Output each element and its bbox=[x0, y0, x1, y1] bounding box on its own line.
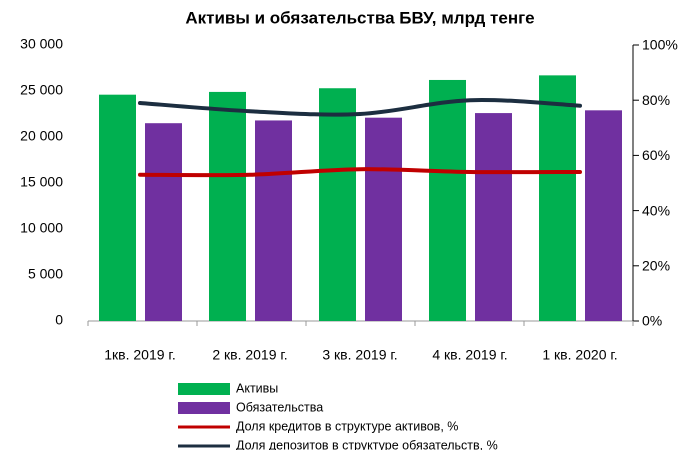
y-tick-label: 5 000 bbox=[28, 266, 63, 282]
legend-swatch bbox=[178, 383, 230, 395]
line bbox=[138, 167, 582, 178]
legend-label: Доля депозитов в структуре обязательств,… bbox=[236, 438, 498, 450]
x-tick-label: 1 кв. 2020 г. bbox=[542, 347, 617, 363]
bar bbox=[429, 79, 466, 322]
legend-label: Активы bbox=[236, 381, 278, 395]
y-tick-label: 0 bbox=[55, 312, 63, 328]
y-tick-label: 10 000 bbox=[20, 220, 63, 236]
y-tick-label: 15 000 bbox=[20, 174, 63, 190]
chart-title: Активы и обязательства БВУ, млрд тенге bbox=[185, 8, 534, 27]
y2-tick-label: 60% bbox=[642, 147, 670, 163]
bar bbox=[145, 123, 182, 321]
y-tick-label: 20 000 bbox=[20, 128, 63, 144]
bar bbox=[539, 75, 576, 321]
y2-tick-label: 80% bbox=[642, 92, 670, 108]
bar bbox=[365, 117, 402, 322]
y-tick-label: 25 000 bbox=[20, 82, 63, 98]
x-tick-label: 2 кв. 2019 г. bbox=[212, 347, 287, 363]
bar bbox=[209, 91, 246, 321]
x-tick-label: 3 кв. 2019 г. bbox=[322, 347, 397, 363]
y2-tick-label: 100% bbox=[642, 37, 678, 53]
bar bbox=[585, 110, 622, 321]
line bbox=[138, 97, 582, 117]
legend-swatch bbox=[178, 402, 230, 414]
y2-tick-label: 0% bbox=[642, 313, 662, 329]
legend-label: Обязательства bbox=[236, 400, 323, 414]
bar bbox=[99, 94, 136, 322]
bar bbox=[255, 120, 292, 321]
x-tick-label: 4 кв. 2019 г. bbox=[432, 347, 507, 363]
y2-tick-label: 40% bbox=[642, 202, 670, 218]
legend-label: Доля кредитов в структуре активов, % bbox=[236, 419, 458, 433]
y-tick-label: 30 000 bbox=[20, 36, 63, 52]
y2-tick-label: 20% bbox=[642, 258, 670, 274]
bar bbox=[319, 88, 356, 322]
x-tick-label: 1кв. 2019 г. bbox=[104, 347, 175, 363]
bar bbox=[475, 113, 512, 321]
